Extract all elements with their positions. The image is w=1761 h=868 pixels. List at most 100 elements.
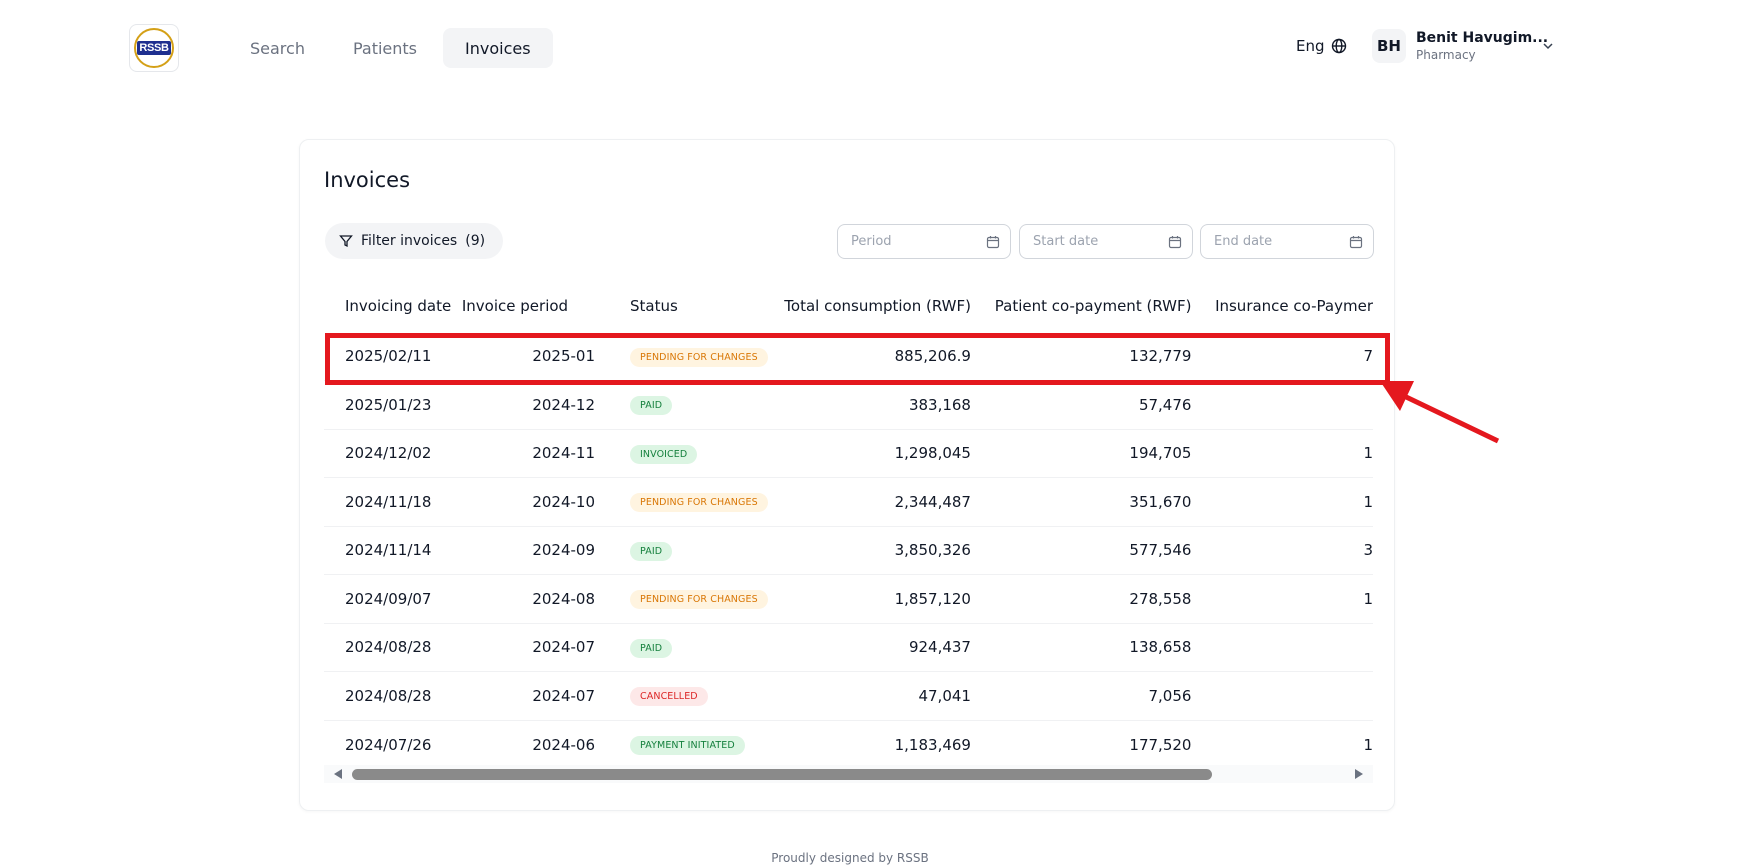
total-consumption-cell: 3,850,326 [767, 526, 971, 575]
status-badge: PAID [630, 396, 673, 416]
rssb-logo[interactable]: RSSB [129, 24, 179, 72]
calendar-icon [1168, 235, 1182, 248]
invoicing-date-cell: 2024/08/28 [324, 671, 462, 721]
total-consumption-cell: 383,168 [767, 380, 971, 430]
invoicing-date-cell: 2024/11/18 [324, 477, 462, 527]
invoices-table: Invoicing date Invoice period Status Tot… [324, 280, 1373, 765]
invoice-period-cell: 2024-06 [532, 735, 596, 754]
status-cell: PAID [595, 623, 768, 672]
table-row[interactable]: 2024/07/26 2024-06 PAYMENT INITIATED 1,183,… [324, 720, 1373, 765]
insurance-copayment-cell: 1 [1191, 429, 1373, 478]
total-consumption-cell: 924,437 [767, 623, 971, 672]
filter-count: (9) [465, 233, 486, 249]
status-cell: CANCELLED [595, 671, 768, 721]
logo-seal: RSSB [134, 28, 174, 68]
period-placeholder: Period [851, 234, 892, 249]
patient-copayment-cell: 57,476 [970, 380, 1192, 430]
nav-search[interactable]: Search [250, 38, 305, 58]
invoice-period-cell: 2025-01 [461, 332, 596, 381]
filter-invoices-button[interactable]: Filter invoices (9) [325, 223, 504, 259]
status-cell: PENDING FOR CHANGES [595, 332, 768, 381]
period-input[interactable]: Period [837, 224, 1011, 259]
end-date-placeholder: End date [1214, 234, 1273, 249]
page-title: Invoices [324, 168, 411, 192]
status-cell: PAID [595, 526, 768, 575]
table-row[interactable]: 2024/09/07 2024-08 PENDING FOR CHANGES 1,85… [324, 574, 1373, 624]
invoices-card: Invoices Filter invoices (9) Period Star… [299, 139, 1395, 811]
total-consumption-cell: 1,857,120 [767, 574, 971, 624]
table-row[interactable]: 2024/11/14 2024-09 PAID 3,850,326 577,546 3 [324, 526, 1373, 575]
language-label: Eng [1296, 37, 1325, 55]
start-date-input[interactable]: Start date [1019, 224, 1193, 259]
invoicing-date-cell: 2024/11/14 [324, 526, 462, 575]
end-date-input[interactable]: End date [1200, 224, 1374, 259]
patient-copayment-cell: 194,705 [970, 429, 1192, 478]
status-badge: PENDING FOR CHANGES [630, 590, 768, 610]
status-badge: PAID [630, 638, 673, 658]
column-header[interactable]: Invoicing date [345, 297, 452, 315]
annotation-highlight-box [325, 333, 1390, 385]
invoicing-date-cell: 2024/08/28 [324, 623, 462, 672]
status-cell: PENDING FOR CHANGES [595, 477, 768, 527]
scroll-right-icon[interactable] [1355, 769, 1363, 779]
total-consumption-cell: 1,183,469 [894, 735, 971, 754]
status-cell: PAID [595, 380, 768, 430]
insurance-copayment-cell: 1 [1191, 574, 1373, 624]
table-row[interactable]: 2024/08/28 2024-07 PAID 924,437 138,658 [324, 623, 1373, 672]
invoice-period-cell: 2024-11 [461, 429, 596, 478]
invoicing-date-cell: 2025/01/23 [324, 380, 462, 430]
table-header-row: Invoicing date Invoice period Status Tot… [324, 280, 1373, 332]
horizontal-scrollbar[interactable] [324, 765, 1373, 783]
table-row[interactable]: 2024/11/18 2024-10 PENDING FOR CHANGES 2,34… [324, 477, 1373, 527]
chevron-down-icon[interactable] [1540, 38, 1556, 54]
invoice-period-cell: 2024-07 [461, 623, 596, 672]
patient-copayment-cell: 177,520 [1129, 735, 1192, 754]
insurance-copayment-cell [1191, 623, 1373, 672]
column-header[interactable]: Status [630, 297, 678, 315]
status-badge: CANCELLED [630, 687, 708, 707]
invoices-table-container: Invoicing date Invoice period Status Tot… [324, 280, 1373, 765]
scrollbar-thumb[interactable] [352, 769, 1212, 780]
column-header[interactable]: Total consumption (RWF) [784, 297, 971, 315]
status-badge: PAYMENT INITIATED [630, 736, 745, 755]
patient-copayment-cell: 7,056 [970, 671, 1192, 721]
invoice-period-cell: 2024-09 [461, 526, 596, 575]
app-header: RSSB Search Patients Invoices Eng BH Ben… [0, 0, 1761, 95]
column-header[interactable]: Patient co-payment (RWF) [994, 297, 1192, 315]
table-row[interactable]: 2025/01/23 2024-12 PAID 383,168 57,476 [324, 380, 1373, 430]
footer-text: Proudly designed by RSSB [771, 851, 929, 865]
invoicing-date-cell: 2024/07/26 [345, 735, 432, 754]
status-badge: PENDING FOR CHANGES [630, 493, 768, 513]
user-role: Pharmacy [1416, 48, 1476, 62]
column-header[interactable]: Insurance co-Paymer [1215, 297, 1373, 315]
insurance-copayment-cell [1191, 380, 1373, 430]
column-header[interactable]: Invoice period [461, 297, 569, 315]
total-consumption-cell: 885,206.9 [767, 332, 971, 381]
status-cell: PAYMENT INITIATED [595, 720, 768, 765]
invoice-period-cell: 2024-07 [461, 671, 596, 721]
calendar-icon [1349, 235, 1363, 248]
calendar-icon [986, 235, 1000, 248]
user-menu[interactable]: BH Benit Havugim... Pharmacy [1372, 29, 1556, 63]
user-name: Benit Havugim... [1416, 30, 1549, 46]
total-consumption-cell: 47,041 [767, 671, 971, 721]
avatar: BH [1372, 29, 1406, 63]
invoice-period-cell: 2024-08 [461, 574, 596, 624]
status-badge: PAID [630, 541, 673, 561]
status-cell: INVOICED [595, 429, 768, 478]
table-row[interactable]: 2024/12/02 2024-11 INVOICED 1,298,045 194,70… [324, 429, 1373, 478]
table-row[interactable]: 2024/08/28 2024-07 CANCELLED 47,041 7,056 [324, 671, 1373, 721]
scroll-left-icon[interactable] [334, 769, 342, 779]
filter-label: Filter invoices [361, 233, 458, 249]
nav-patients[interactable]: Patients [352, 38, 418, 58]
total-consumption-cell: 1,298,045 [767, 429, 971, 478]
patient-copayment-cell: 278,558 [970, 574, 1192, 624]
table-body: 2025/02/11 2025-01 PENDING FOR CHANGES 885,… [324, 332, 1373, 765]
patient-copayment-cell: 132,779 [970, 332, 1192, 381]
language-selector[interactable]: Eng [1296, 37, 1347, 55]
status-badge: PENDING FOR CHANGES [630, 347, 768, 367]
insurance-copayment-cell: 1 [1191, 477, 1373, 527]
invoice-period-cell: 2024-10 [461, 477, 596, 527]
nav-invoices[interactable]: Invoices [443, 28, 553, 68]
patient-copayment-cell: 351,670 [970, 477, 1192, 527]
